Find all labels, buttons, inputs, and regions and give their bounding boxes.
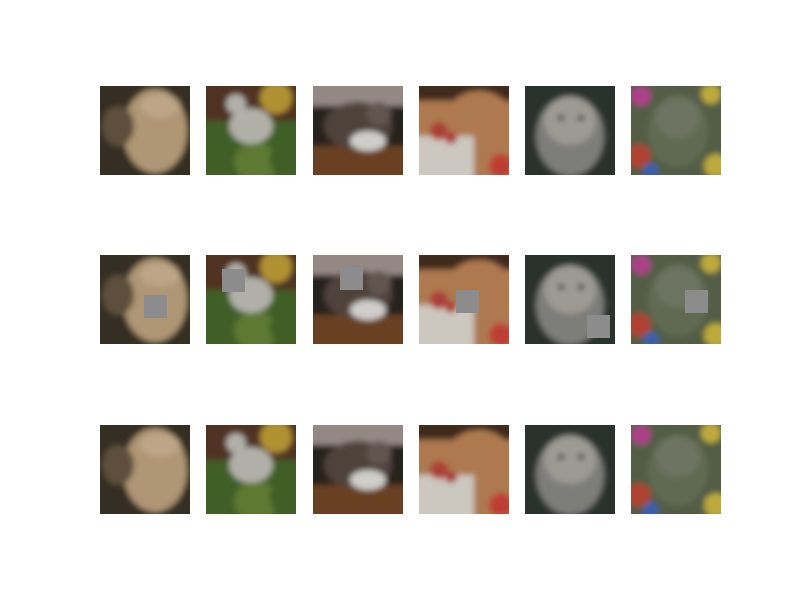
masked-image-3 bbox=[313, 255, 403, 344]
gray-cat-on-colorful-fabric-photo bbox=[631, 86, 721, 175]
reconstructed-image-3 bbox=[313, 425, 403, 514]
original-image-3 bbox=[313, 86, 403, 175]
tan-cat-curled-photo bbox=[100, 86, 190, 175]
white-cat-on-melons-photo bbox=[206, 86, 296, 175]
original-image-6 bbox=[631, 86, 721, 175]
original-image-1 bbox=[100, 86, 190, 175]
tan-cat-curled-photo bbox=[100, 425, 190, 514]
tabby-cat-on-tray-photo bbox=[313, 86, 403, 175]
mask-patch bbox=[222, 269, 245, 292]
mask-patch bbox=[685, 290, 708, 313]
gray-fluffy-cat-photo bbox=[525, 86, 615, 175]
masked-image-6 bbox=[631, 255, 721, 344]
mask-patch bbox=[587, 315, 610, 338]
reconstructed-image-5 bbox=[525, 425, 615, 514]
gray-fluffy-cat-photo bbox=[525, 425, 615, 514]
orange-cat-on-red-blanket-photo bbox=[419, 425, 509, 514]
reconstructed-image-2 bbox=[206, 425, 296, 514]
tabby-cat-on-tray-photo bbox=[313, 255, 403, 344]
tabby-cat-on-tray-photo bbox=[313, 425, 403, 514]
original-image-4 bbox=[419, 86, 509, 175]
mask-patch bbox=[456, 290, 479, 313]
masked-image-1 bbox=[100, 255, 190, 344]
gray-cat-on-colorful-fabric-photo bbox=[631, 425, 721, 514]
reconstructed-image-4 bbox=[419, 425, 509, 514]
original-image-5 bbox=[525, 86, 615, 175]
reconstructed-image-1 bbox=[100, 425, 190, 514]
white-cat-on-melons-photo bbox=[206, 425, 296, 514]
masked-image-4 bbox=[419, 255, 509, 344]
reconstructed-image-6 bbox=[631, 425, 721, 514]
mask-patch bbox=[340, 267, 363, 290]
white-cat-on-melons-photo bbox=[206, 255, 296, 344]
masked-image-2 bbox=[206, 255, 296, 344]
mask-patch bbox=[144, 295, 167, 318]
orange-cat-on-red-blanket-photo bbox=[419, 86, 509, 175]
masked-image-5 bbox=[525, 255, 615, 344]
original-image-2 bbox=[206, 86, 296, 175]
